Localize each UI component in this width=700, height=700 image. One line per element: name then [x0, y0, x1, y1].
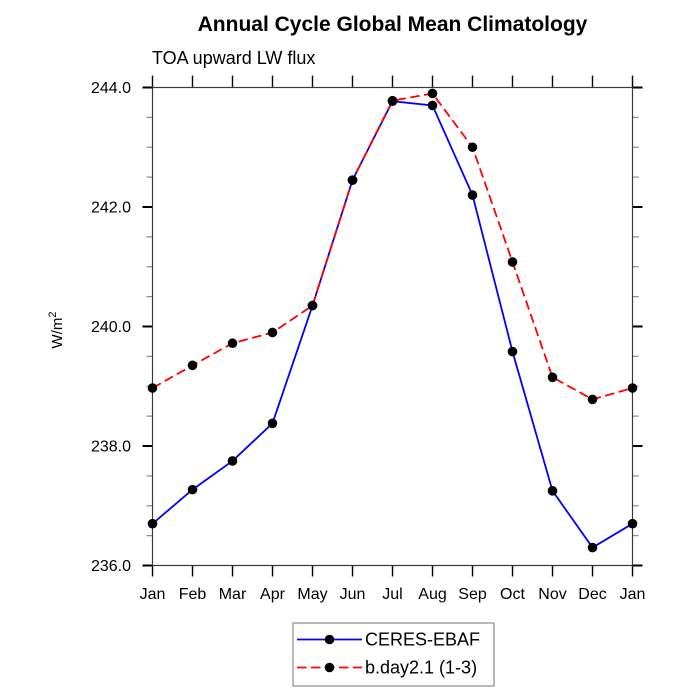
- x-tick-label: Feb: [179, 586, 207, 603]
- data-point-marker: [467, 142, 478, 153]
- chart-subtitle: TOA upward LW flux: [152, 48, 315, 68]
- data-series: [147, 88, 638, 553]
- x-tick-label: May: [297, 586, 327, 603]
- data-point-marker: [307, 300, 318, 311]
- x-tick-label: Jun: [340, 586, 366, 603]
- legend-entries: CERES-EBAF b.day2.1 (1-3): [297, 630, 480, 678]
- data-point-marker: [467, 190, 478, 200]
- y-tick-label: 244.0: [91, 80, 131, 97]
- x-tick-label: Sep: [458, 586, 487, 603]
- series-markers: [147, 88, 638, 405]
- data-point-marker: [147, 383, 158, 393]
- x-tick-label: Jul: [382, 586, 402, 603]
- y-axis-label: W/m2: [47, 312, 66, 349]
- data-point-marker: [587, 542, 598, 553]
- legend-entry: b.day2.1 (1-3): [297, 658, 477, 678]
- x-tick-label: Aug: [418, 586, 446, 603]
- data-point-marker: [547, 486, 558, 496]
- data-point-marker: [627, 383, 638, 393]
- legend-entry: CERES-EBAF: [297, 630, 480, 650]
- y-tick-label: 242.0: [91, 200, 131, 217]
- data-point-marker: [627, 518, 638, 529]
- legend-marker: [324, 634, 335, 645]
- data-point-marker: [347, 175, 358, 185]
- legend-label: CERES-EBAF: [365, 630, 480, 650]
- data-point-marker: [547, 372, 558, 383]
- x-tick-label: Mar: [219, 586, 247, 603]
- legend-label: b.day2.1 (1-3): [365, 658, 477, 678]
- x-tick-label: Jan: [140, 586, 166, 603]
- data-point-marker: [507, 346, 518, 357]
- data-point-marker: [427, 88, 438, 99]
- legend-box: [292, 622, 495, 687]
- data-point-marker: [187, 484, 198, 495]
- y-tick-label: 236.0: [91, 558, 131, 575]
- data-point-marker: [227, 456, 238, 466]
- data-point-marker: [267, 418, 278, 429]
- data-point-marker: [387, 95, 398, 106]
- axis-ticks: [142, 75, 643, 577]
- data-point-marker: [187, 360, 198, 371]
- data-point-marker: [427, 100, 438, 111]
- data-point-marker: [267, 327, 278, 338]
- x-tick-label: Dec: [578, 586, 606, 603]
- legend: CERES-EBAF b.day2.1 (1-3): [292, 622, 495, 687]
- x-tick-label: Apr: [260, 586, 286, 603]
- data-point-marker: [507, 257, 518, 267]
- x-tick-label: Nov: [538, 586, 566, 603]
- data-point-marker: [587, 394, 598, 405]
- y-tick-label: 238.0: [91, 439, 131, 456]
- data-point-marker: [147, 518, 158, 529]
- x-tick-label: Oct: [500, 586, 525, 603]
- chart-title: Annual Cycle Global Mean Climatology: [198, 13, 588, 36]
- data-point-marker: [227, 338, 238, 349]
- legend-marker: [324, 662, 335, 673]
- plot-frame: [151, 86, 634, 567]
- x-tick-label: Jan: [620, 586, 646, 603]
- axis-tick-labels: 236.0 238.0 240.0 242.0 244.0 Jan Feb Mar Apr May…: [91, 80, 645, 603]
- y-tick-label: 240.0: [91, 319, 131, 336]
